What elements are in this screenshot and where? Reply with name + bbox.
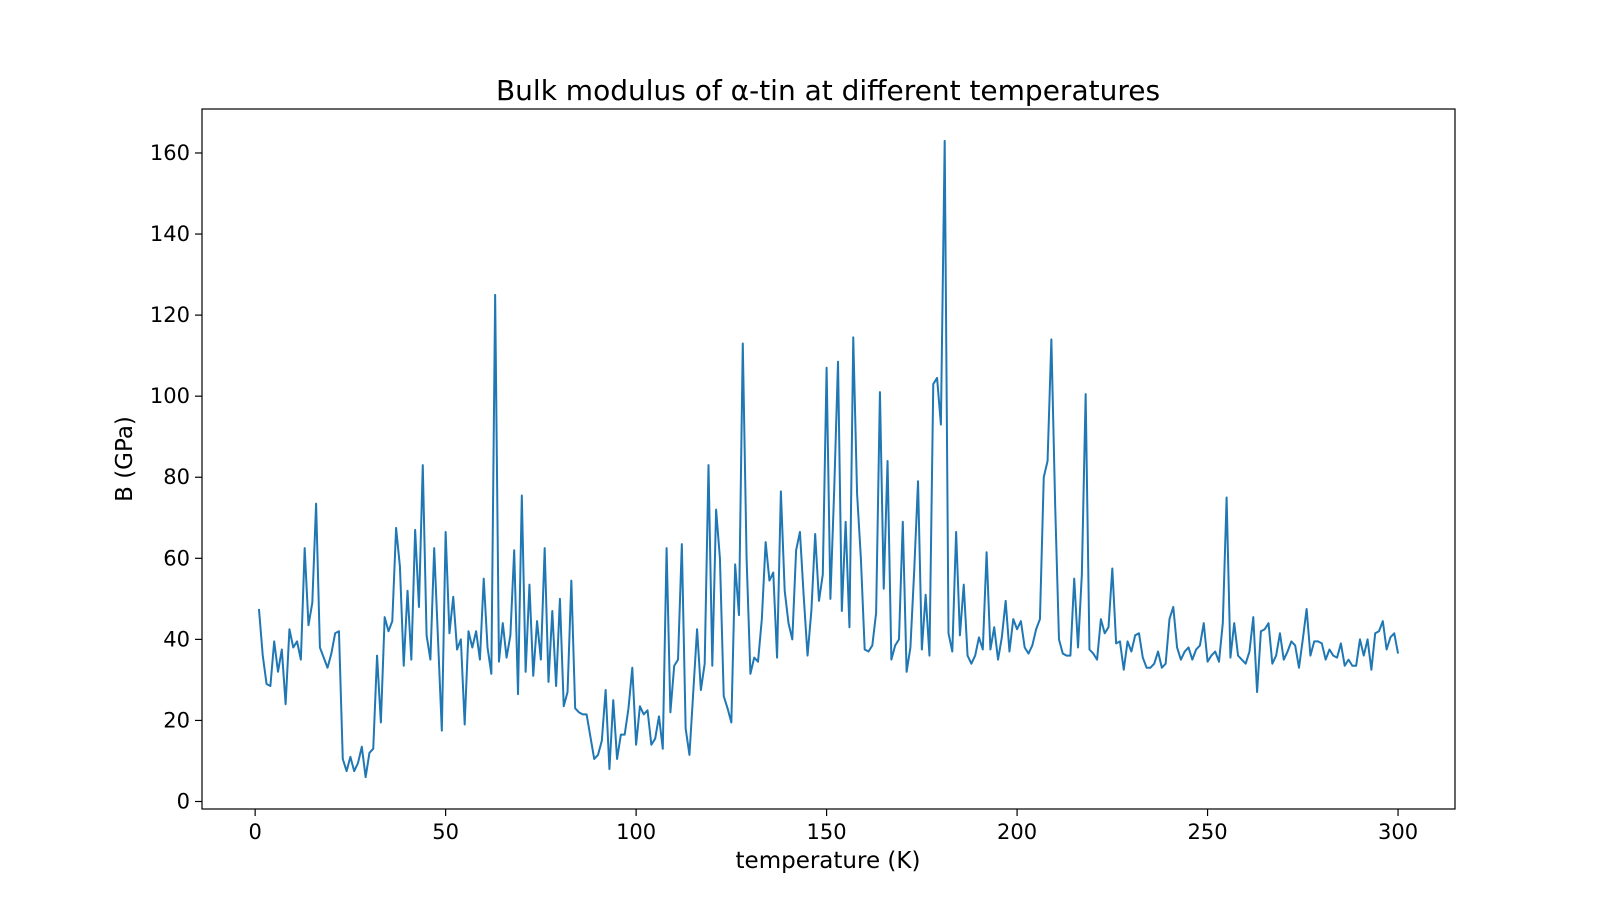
y-tick-label: 80 — [163, 465, 190, 489]
y-axis-label: B (GPa) — [112, 416, 138, 502]
x-tick-label: 150 — [807, 820, 847, 844]
x-tick-label: 50 — [432, 820, 459, 844]
x-tick-label: 250 — [1188, 820, 1228, 844]
chart-title: Bulk modulus of α-tin at different tempe… — [496, 74, 1160, 107]
x-tick-label: 300 — [1378, 820, 1418, 844]
y-tick-label: 100 — [150, 384, 190, 408]
y-tick-label: 120 — [150, 303, 190, 327]
y-tick-label: 140 — [150, 222, 190, 246]
y-tick-label: 0 — [177, 790, 190, 814]
y-tick-label: 40 — [163, 627, 190, 651]
x-tick-label: 200 — [997, 820, 1037, 844]
x-tick-label: 0 — [248, 820, 261, 844]
y-tick-label: 20 — [163, 708, 190, 732]
data-line — [257, 139, 1400, 779]
plot-frame — [201, 108, 1456, 810]
x-tick-label: 100 — [616, 820, 656, 844]
x-axis-label: temperature (K) — [736, 848, 921, 874]
y-tick-label: 60 — [163, 546, 190, 570]
y-tick-label: 160 — [150, 141, 190, 165]
